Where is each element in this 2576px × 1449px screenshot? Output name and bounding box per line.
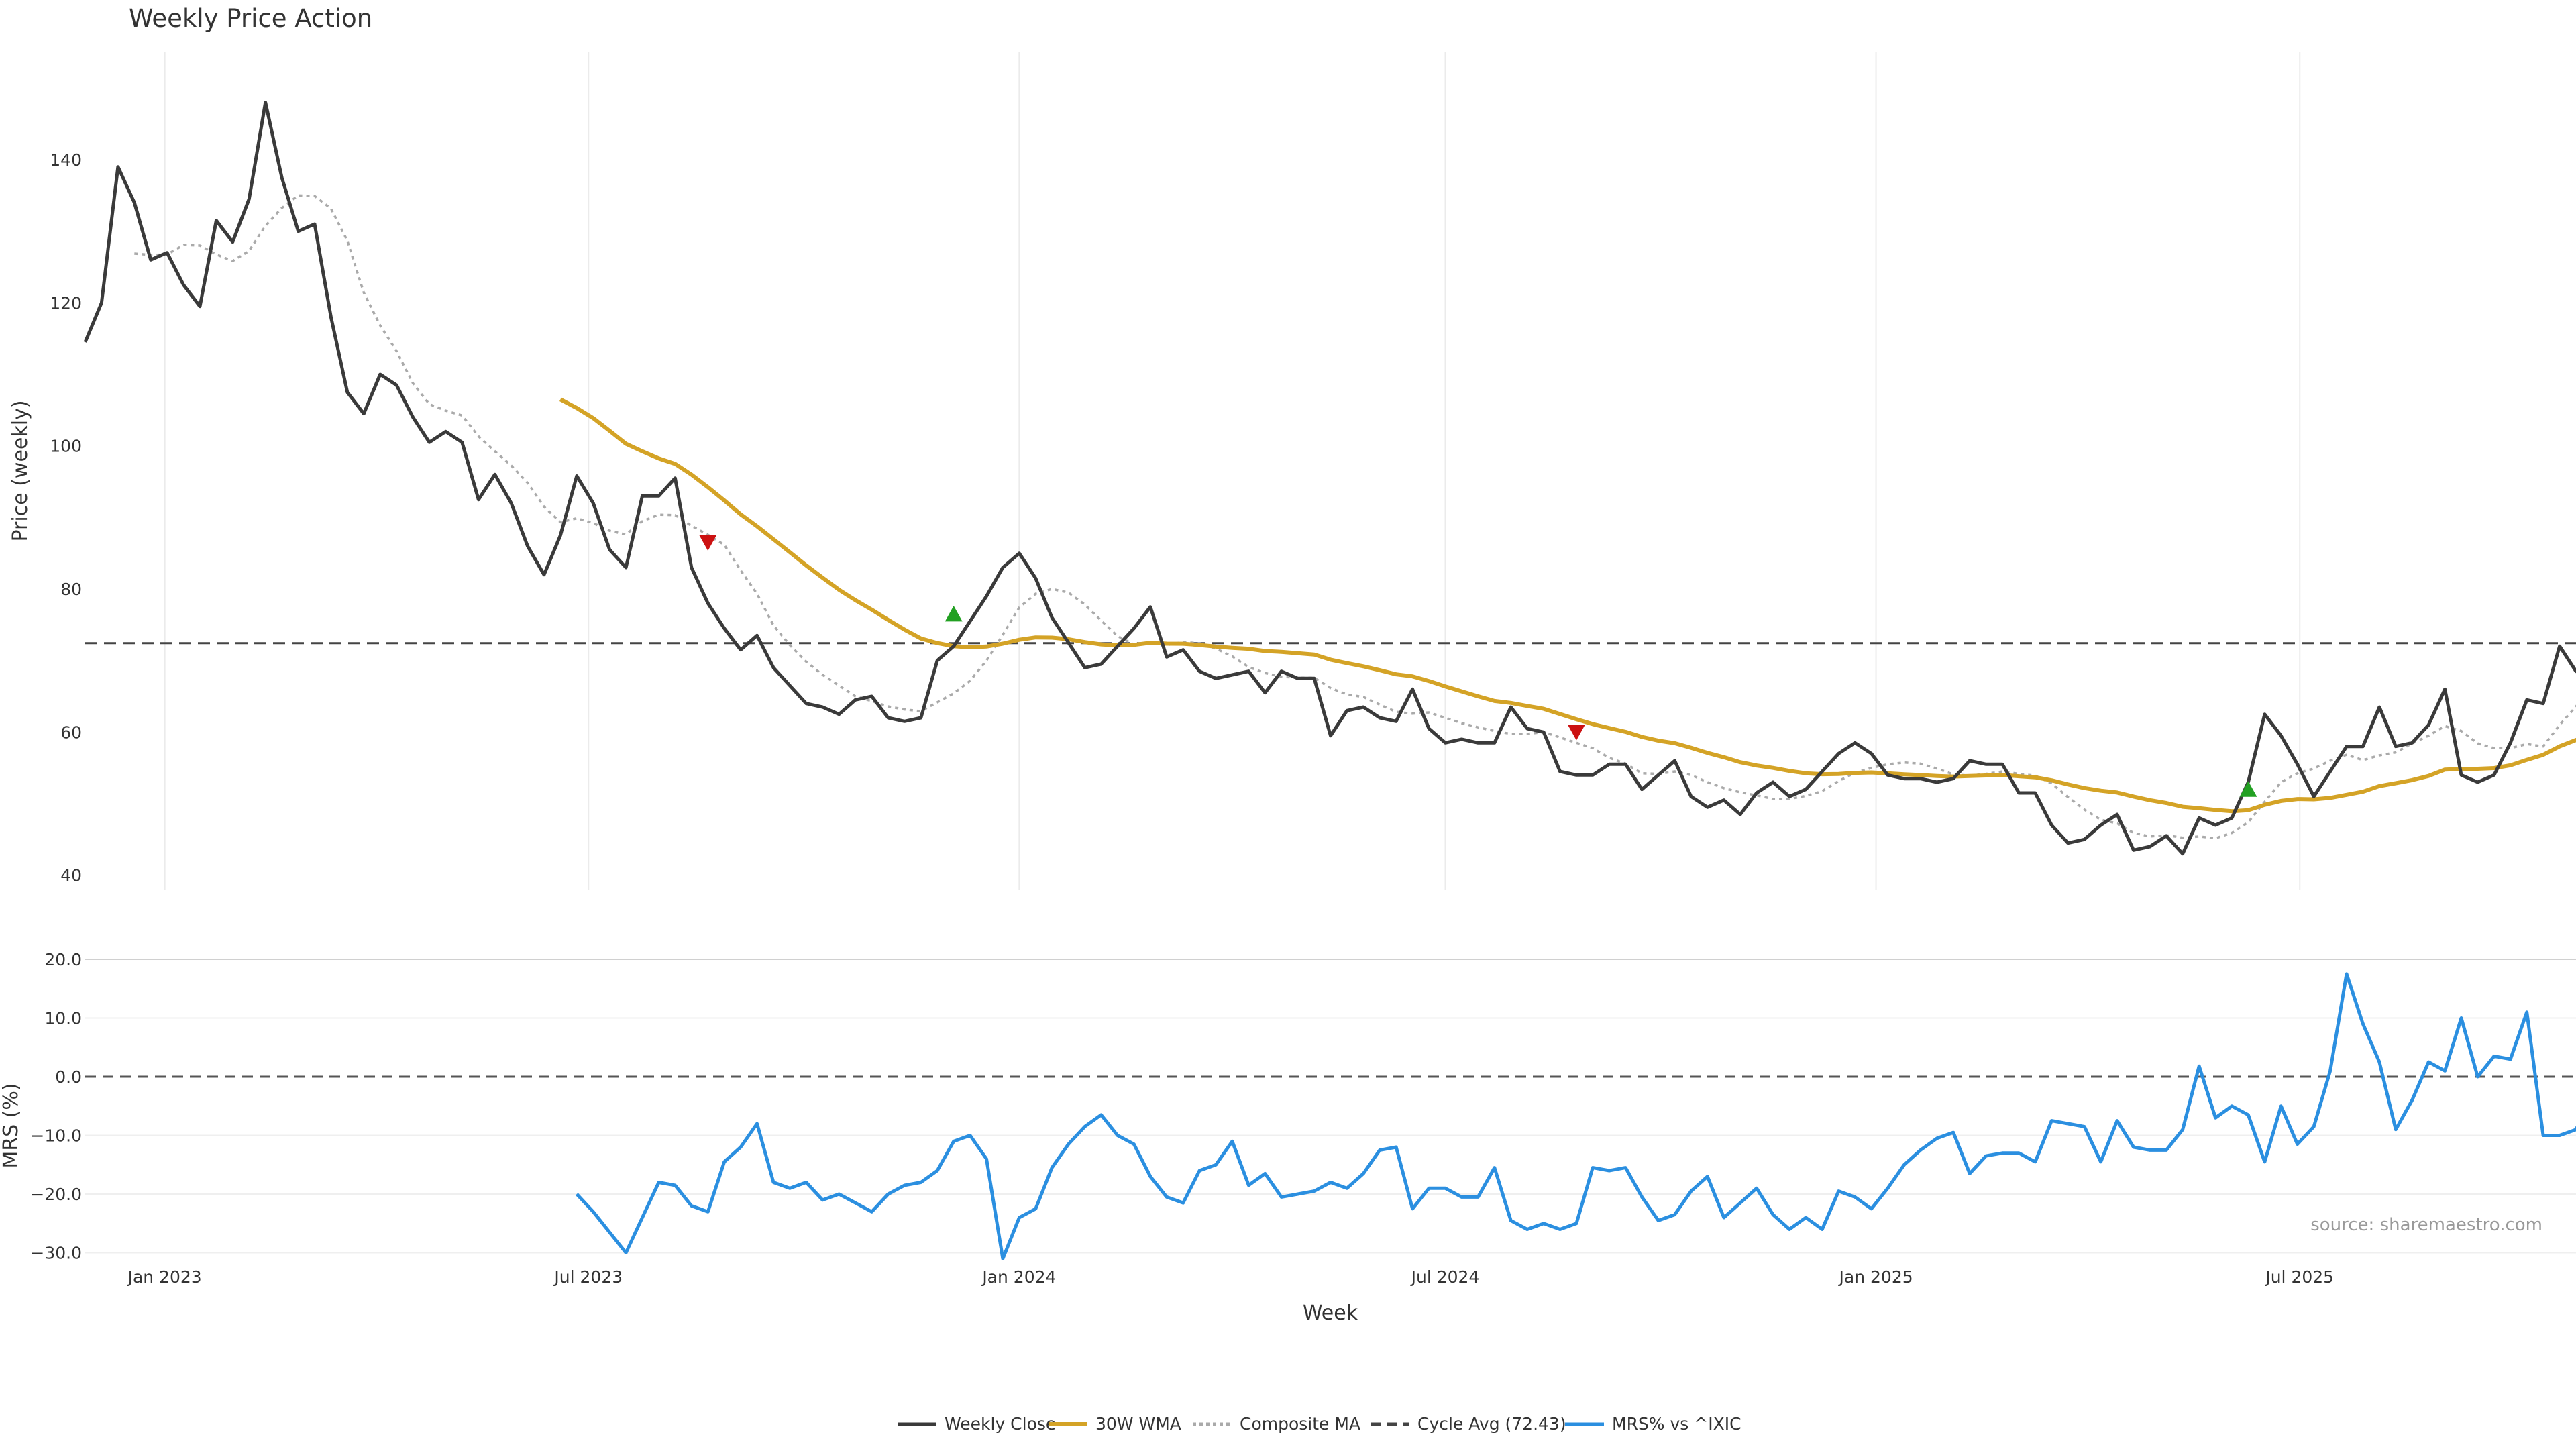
legend-label: Composite MA <box>1240 1414 1360 1434</box>
legend-item: MRS% vs ^IXIC <box>1565 1414 1741 1434</box>
mrs-y-tick-label: 20.0 <box>44 950 82 969</box>
legend-item: Weekly Close <box>898 1414 1056 1434</box>
price-y-tick-label: 60 <box>60 722 82 742</box>
mrs-y-axis-title: MRS (%) <box>0 1083 23 1168</box>
mrs-y-tick-label: 10.0 <box>44 1009 82 1028</box>
x-axis-title: Week <box>1303 1301 1358 1325</box>
buy-signal-marker <box>2239 781 2257 797</box>
x-tick-label: Jul 2024 <box>1410 1267 1480 1287</box>
mrs-y-tick-label: 0.0 <box>55 1067 82 1087</box>
chart-title: Weekly Price Action <box>129 4 372 33</box>
buy-signal-marker <box>945 605 963 622</box>
price-y-tick-label: 100 <box>50 437 82 456</box>
legend-label: MRS% vs ^IXIC <box>1612 1414 1741 1434</box>
weekly-close-line <box>83 101 2576 856</box>
composite-ma-line <box>134 194 2576 840</box>
price-series-group <box>83 101 2576 856</box>
mrs-series-group <box>85 972 2576 1260</box>
x-tick-label: Jan 2023 <box>127 1267 202 1287</box>
legend-item: Composite MA <box>1193 1414 1360 1434</box>
mrs-gridlines <box>85 959 2576 1254</box>
x-tick-label: Jul 2023 <box>553 1267 623 1287</box>
price-gridlines <box>164 52 2301 890</box>
legend-item: 30W WMA <box>1049 1414 1181 1434</box>
legend: Weekly Close 30W WMA Composite MA Cycle Avg… <box>898 1414 1741 1434</box>
legend-label: 30W WMA <box>1095 1414 1181 1434</box>
mrs-y-tick-label: −30.0 <box>30 1244 82 1263</box>
price-y-axis-title: Price (weekly) <box>9 400 32 541</box>
source-label: source: sharemaestro.com <box>2310 1215 2542 1235</box>
mrs-line <box>575 972 2576 1260</box>
sell-signal-marker <box>699 535 717 551</box>
legend-item: Cycle Avg (72.43) <box>1371 1414 1566 1434</box>
price-y-tick-label: 80 <box>60 580 82 599</box>
x-tick-label: Jul 2025 <box>2264 1267 2334 1287</box>
x-tick-label: Jan 2024 <box>981 1267 1056 1287</box>
legend-label: Weekly Close <box>945 1414 1056 1434</box>
mrs-y-tick-labels: −30.0 −20.0 −10.0 0.0 10.0 20.0 <box>30 950 82 1263</box>
price-y-tick-label: 40 <box>60 866 82 885</box>
price-y-tick-labels: 40 60 80 100 120 140 <box>50 150 82 885</box>
wma-30w-line <box>559 397 2576 814</box>
sell-signal-marker <box>1567 724 1585 741</box>
legend-label: Cycle Avg (72.43) <box>1417 1414 1566 1434</box>
mrs-y-tick-label: −10.0 <box>30 1126 82 1146</box>
price-y-tick-label: 120 <box>50 293 82 313</box>
price-y-tick-label: 140 <box>50 150 82 170</box>
mrs-y-tick-label: −20.0 <box>30 1185 82 1204</box>
x-tick-labels: Jan 2023 Jul 2023 Jan 2024 Jul 2024 Jan 2025… <box>127 1267 2334 1287</box>
x-tick-label: Jan 2025 <box>1838 1267 1913 1287</box>
